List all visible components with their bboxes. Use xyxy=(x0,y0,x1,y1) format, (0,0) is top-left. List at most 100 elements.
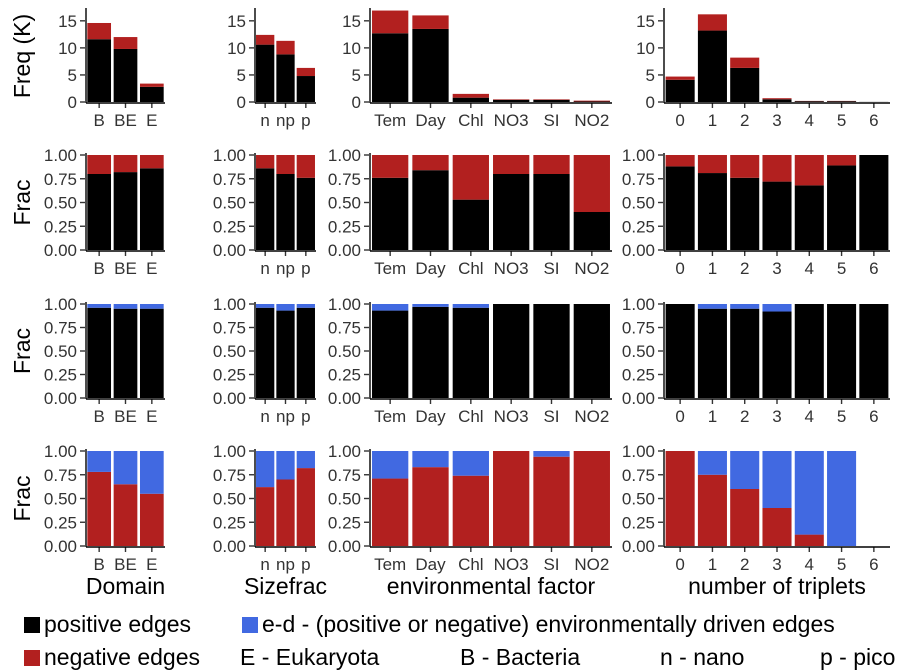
panel-r2c0-ytick-label: 0.00 xyxy=(44,389,77,408)
panel-r2c1-bar-bottom xyxy=(296,307,315,398)
panel-r1c2-bar-bottom xyxy=(493,174,530,250)
panel-r0c1-bar-top xyxy=(296,67,315,77)
legend-positive-swatch xyxy=(24,617,40,633)
panel-r3c3-xtick-label: 4 xyxy=(805,555,814,574)
panel-r0c0-bar-top xyxy=(139,83,164,87)
panel-r1c3-xtick-label: 2 xyxy=(740,259,749,278)
panel-r3c0-xtick-label: BE xyxy=(114,555,137,574)
panel-r2c0-bar-top xyxy=(87,304,112,308)
panel-r0c3-xtick-label: 3 xyxy=(772,111,781,130)
panel-r1c2-ytick-label: 0.50 xyxy=(328,194,361,213)
panel-r2c2-xtick-label: Chl xyxy=(458,407,484,426)
panel-r2c1-bar-bottom xyxy=(256,307,275,398)
panel-r0c2-xtick-label: SI xyxy=(543,111,559,130)
panel-r3c2-xlabel: environmental factor xyxy=(387,573,596,599)
panel-r0c2-bar-bottom xyxy=(452,97,489,102)
panel-r3c0-ytick-label: 0.75 xyxy=(44,466,77,485)
panel-r2c2-bar-bottom xyxy=(573,304,610,398)
panel-r0c3-ytick-label: 0 xyxy=(646,93,655,112)
panel-r1c2-bar-bottom xyxy=(573,212,610,250)
panel-r3c0-xtick-label: E xyxy=(146,555,157,574)
panel-r3c1-ytick-label: 1.00 xyxy=(213,442,246,461)
panel-r0c3-bar-top xyxy=(697,14,727,31)
panel-r3c1-bar-top xyxy=(296,451,315,469)
panel-r1c3-bar-top xyxy=(762,155,792,182)
panel-r3c0-bar-bottom xyxy=(87,471,112,546)
panel-r2c1-xtick-label: n xyxy=(260,407,269,426)
panel-r1c3-ytick-label: 0.25 xyxy=(622,217,655,236)
panel-r0c2-ytick-label: 0 xyxy=(352,93,361,112)
panel-r1c1-xtick-label: np xyxy=(276,259,295,278)
panel-r2c2-ytick-label: 1.00 xyxy=(328,295,361,314)
panel-r0c0-ytick-label: 0 xyxy=(68,93,77,112)
panel-r0c2-bar-top xyxy=(573,100,610,102)
panel-r2c3-bar-bottom xyxy=(794,304,824,398)
legend-negative-swatch xyxy=(24,650,40,666)
panel-r2c2-bar-bottom xyxy=(533,304,570,398)
panel-r2c1-ytick-label: 0.75 xyxy=(213,319,246,338)
panel-r2c1-ytick-label: 0.00 xyxy=(213,389,246,408)
panel-r2c0-ytick-label: 0.50 xyxy=(44,342,77,361)
panel-r1c0-xtick-label: E xyxy=(146,259,157,278)
panel-r0c1-ytick-label: 10 xyxy=(227,39,246,58)
panel-r1c0-bar-bottom xyxy=(113,172,138,250)
panel-r3c1-ytick-label: 0.50 xyxy=(213,490,246,509)
panel-r0c0-bar-top xyxy=(113,37,138,49)
panel-r1c1-bar-bottom xyxy=(296,177,315,250)
panel-r3c3-ytick-label: 0.25 xyxy=(622,513,655,532)
panel-r3c2-bar-top xyxy=(412,451,449,468)
panel-r1c2-bar-top xyxy=(493,155,530,174)
panel-r1c2-ytick-label: 0.75 xyxy=(328,170,361,189)
panel-r1c0-ytick-label: 0.25 xyxy=(44,217,77,236)
panel-r3c0-xlabel: Domain xyxy=(86,573,165,599)
panel-r1c0-xtick-label: B xyxy=(93,259,104,278)
panel-r3c0-bar-bottom xyxy=(139,493,164,546)
panel-r0c1-xtick-label: np xyxy=(276,111,295,130)
panel-r0c0-bar-bottom xyxy=(87,39,112,102)
panel-r1c3-bar-top xyxy=(665,155,695,167)
panel-r1c1-bar-bottom xyxy=(276,174,295,250)
panel-r1c1-bar-top xyxy=(256,155,275,169)
panel-r2c2-ytick-label: 0.25 xyxy=(328,366,361,385)
panel-r3c1-xlabel: Sizefrac xyxy=(244,573,327,599)
panel-r2c3-bar-top xyxy=(730,304,760,309)
panel-r0c2-xtick-label: NO3 xyxy=(494,111,529,130)
panel-r2c1-ytick-label: 0.25 xyxy=(213,366,246,385)
panel-r3c3-xtick-label: 6 xyxy=(869,555,878,574)
panel-r1c3-bar-bottom xyxy=(859,155,889,250)
panel-r3c0-ytick-label: 1.00 xyxy=(44,442,77,461)
panel-r3c3-bar-top xyxy=(730,451,760,489)
panel-r0c0-ytick-label: 5 xyxy=(68,66,77,85)
panel-r3c1-ytick-label: 0.75 xyxy=(213,466,246,485)
panel-r2c3-bar-bottom xyxy=(827,304,857,398)
panel-r3c2-bar-top xyxy=(533,451,570,457)
panel-r1c2-ytick-label: 0.25 xyxy=(328,217,361,236)
panel-r1c1-xtick-label: n xyxy=(260,259,269,278)
panel-r0c2-xtick-label: Chl xyxy=(458,111,484,130)
panel-r2c3-xtick-label: 2 xyxy=(740,407,749,426)
panel-r1c2-xtick-label: SI xyxy=(543,259,559,278)
panel-r1c2-bar-top xyxy=(412,155,449,171)
panel-r0c2-bar-bottom xyxy=(573,101,610,102)
panel-r2c2-bar-bottom xyxy=(372,310,409,398)
panel-r2c3-ytick-label: 0.75 xyxy=(622,319,655,338)
panel-r0c3-xtick-label: 5 xyxy=(837,111,846,130)
panel-r3c2-bar-top xyxy=(452,451,489,476)
panel-r0c3-xtick-label: 0 xyxy=(675,111,684,130)
panel-r3c3-bar-bottom xyxy=(730,489,760,546)
panel-r2c1-ytick-label: 0.50 xyxy=(213,342,246,361)
panel-r2c3-bar-bottom xyxy=(697,308,727,398)
panel-r2c2-bar-top xyxy=(452,304,489,308)
panel-r0c1-xtick-label: p xyxy=(301,111,310,130)
panel-r1c2-xtick-label: Day xyxy=(415,259,446,278)
panel-r2c2-bar-top xyxy=(372,304,409,311)
panel-r0c2-bar-bottom xyxy=(493,99,530,102)
panel-r3c0-bar-bottom xyxy=(113,484,138,546)
panel-r2c3-bar-top xyxy=(762,304,792,312)
panel-r0c2-ytick-label: 5 xyxy=(352,66,361,85)
panel-r1c0-bar-top xyxy=(139,155,164,169)
panel-r1c3-bar-bottom xyxy=(827,165,857,250)
panel-r2c0-bar-top xyxy=(139,304,164,309)
panel-r2c1-xtick-label: np xyxy=(276,407,295,426)
